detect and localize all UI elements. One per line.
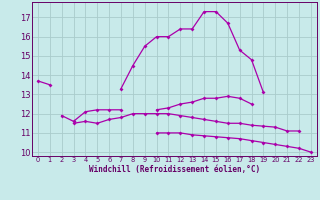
- X-axis label: Windchill (Refroidissement éolien,°C): Windchill (Refroidissement éolien,°C): [89, 165, 260, 174]
